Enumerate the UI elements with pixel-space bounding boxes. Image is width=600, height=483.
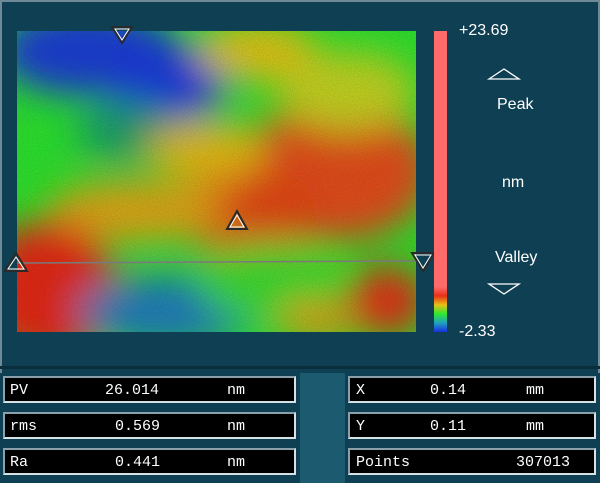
stat-unit: nm xyxy=(227,454,246,471)
peak-label: Peak xyxy=(497,96,534,113)
triangle-marker-icon[interactable] xyxy=(225,209,249,231)
stat-ra-readout: Ra 0.441 nm xyxy=(3,448,296,475)
unit-label: nm xyxy=(502,174,525,191)
stat-pv-readout: PV 26.014 nm xyxy=(3,376,296,403)
surface-map[interactable] xyxy=(17,31,416,332)
points-readout: Points 307013 xyxy=(348,448,596,475)
points-label: Points xyxy=(356,454,411,471)
coord-value: 0.14 xyxy=(430,382,467,399)
coord-unit: mm xyxy=(526,418,545,435)
color-scale-bar xyxy=(434,31,447,332)
profile-line[interactable] xyxy=(17,260,416,264)
triangle-down-marker-icon[interactable] xyxy=(110,25,134,45)
triangle-left-marker-icon[interactable] xyxy=(4,251,30,273)
scale-min-value: -2.33 xyxy=(459,323,496,340)
stat-value: 26.014 xyxy=(105,382,160,399)
surface-map-image xyxy=(17,31,416,332)
stat-name: PV xyxy=(10,382,29,399)
coord-y-readout: Y 0.11 mm xyxy=(348,412,596,439)
stat-name: rms xyxy=(10,418,38,435)
triangle-down-outline-icon[interactable] xyxy=(487,282,521,296)
stat-unit: nm xyxy=(227,382,246,399)
stat-name: Ra xyxy=(10,454,29,471)
coord-value: 0.11 xyxy=(430,418,467,435)
valley-label: Valley xyxy=(495,249,538,266)
stat-value: 0.569 xyxy=(115,418,161,435)
panel-separator xyxy=(300,373,345,483)
stat-value: 0.441 xyxy=(115,454,161,471)
triangle-up-outline-icon[interactable] xyxy=(487,67,521,81)
scale-max-value: +23.69 xyxy=(459,22,509,39)
coord-unit: mm xyxy=(526,382,545,399)
stat-unit: nm xyxy=(227,418,246,435)
panel-divider xyxy=(0,366,600,369)
coord-x-readout: X 0.14 mm xyxy=(348,376,596,403)
stat-rms-readout: rms 0.569 nm xyxy=(3,412,296,439)
coord-name: Y xyxy=(356,418,366,435)
triangle-right-marker-icon[interactable] xyxy=(410,251,436,273)
points-value: 307013 xyxy=(516,454,571,471)
coord-name: X xyxy=(356,382,366,399)
